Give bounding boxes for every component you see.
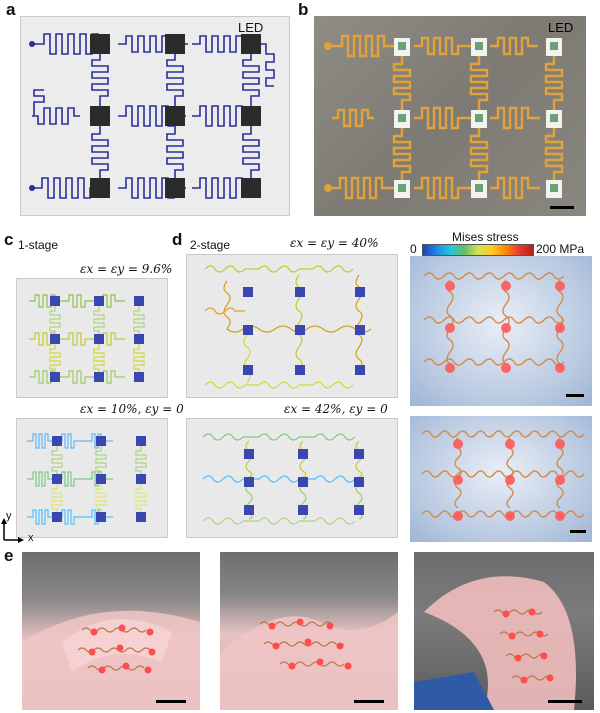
scale-bar-d-top <box>566 394 584 397</box>
scale-bar-e-1 <box>156 700 186 703</box>
colorbar-min-label: 0 <box>410 242 417 256</box>
panel-c-top-sim <box>16 278 168 398</box>
scale-bar-e-3 <box>548 700 582 703</box>
sim-d-bottom <box>202 433 364 525</box>
strain-label-c-top: εx = εy = 9.6% <box>80 262 173 276</box>
scale-bar-b <box>550 206 574 209</box>
photo-e-3 <box>414 552 594 710</box>
strain-label-c-bottom: εx = 10%, εy = 0 <box>80 402 184 416</box>
led-chips <box>90 34 261 198</box>
panel-d-bottom-sim <box>186 418 398 538</box>
led-label-a: LED <box>238 20 264 35</box>
colorbar-title: Mises stress <box>452 230 519 244</box>
photo-stretched-uniaxial <box>410 416 592 542</box>
panel-c-bottom-sim <box>16 418 168 538</box>
panel-a-circuit-diagram <box>29 33 275 199</box>
panel-label-b: b <box>298 0 309 19</box>
stage-label-1: 1-stage <box>18 238 59 252</box>
panel-label-e: e <box>4 546 14 565</box>
sim-d-top <box>204 265 372 389</box>
stage-label-2: 2-stage <box>190 238 231 252</box>
colorbar-gradient <box>422 244 534 256</box>
led-label-b: LED <box>548 20 574 35</box>
panel-label-a: a <box>6 0 16 19</box>
gold-circuit-photo <box>324 34 564 200</box>
xy-axes-icon <box>1 518 24 543</box>
terminal-dots <box>29 41 35 191</box>
axis-label-x: x <box>28 532 34 544</box>
colorbar-max-label: 200 MPa <box>536 242 585 256</box>
led-photo-chips <box>394 38 562 198</box>
photo-e-1 <box>22 552 200 710</box>
serpentine-interconnects <box>32 33 275 199</box>
strain-label-d-bottom: εx = 42%, εy = 0 <box>284 402 388 416</box>
panel-label-d: d <box>172 230 183 249</box>
panel-b-photo <box>314 16 586 216</box>
sim-c-top <box>29 294 145 384</box>
scale-bar-e-2 <box>354 700 384 703</box>
photo-e-2 <box>220 552 398 710</box>
sim-c-bottom <box>27 433 147 525</box>
photo-stretched-biaxial <box>410 256 592 406</box>
panel-label-c: c <box>4 230 14 249</box>
scale-bar-d-bottom <box>570 530 586 533</box>
axis-label-y: y <box>6 510 12 522</box>
panel-d-top-sim <box>186 254 398 398</box>
strain-label-d-top: εx = εy = 40% <box>290 236 379 250</box>
